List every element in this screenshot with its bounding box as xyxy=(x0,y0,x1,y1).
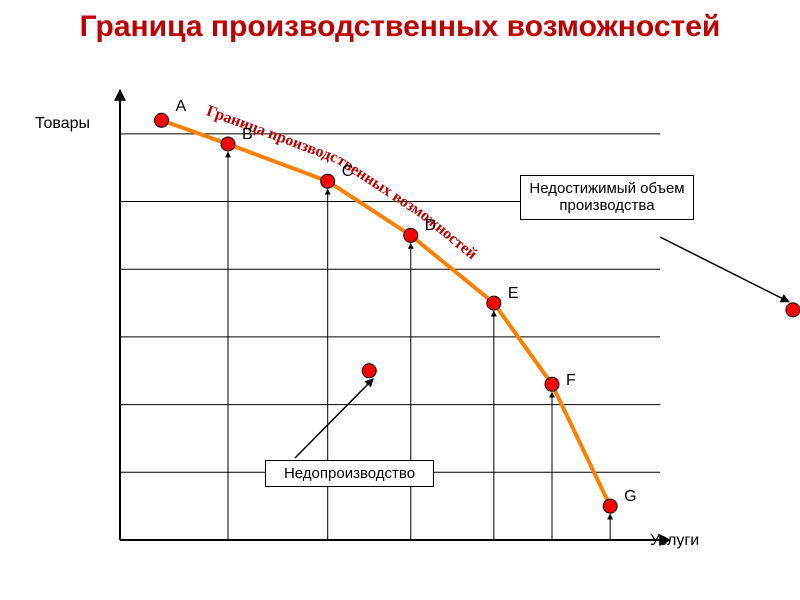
point-label-E: E xyxy=(508,285,519,303)
point-label-D: D xyxy=(425,217,437,235)
point-label-F: F xyxy=(566,372,576,390)
y-axis-label: Товары xyxy=(35,115,90,133)
point-label-A: A xyxy=(176,98,187,116)
unattainable-box: Недостижимый объем производства xyxy=(520,175,694,220)
x-axis-label: Услуги xyxy=(650,532,699,550)
point-label-C: C xyxy=(342,163,354,181)
ppf-chart xyxy=(0,0,800,600)
point-label-B: B xyxy=(242,126,253,144)
point-label-G: G xyxy=(624,488,636,506)
underproduction-box: Недопроизводство xyxy=(265,460,434,487)
